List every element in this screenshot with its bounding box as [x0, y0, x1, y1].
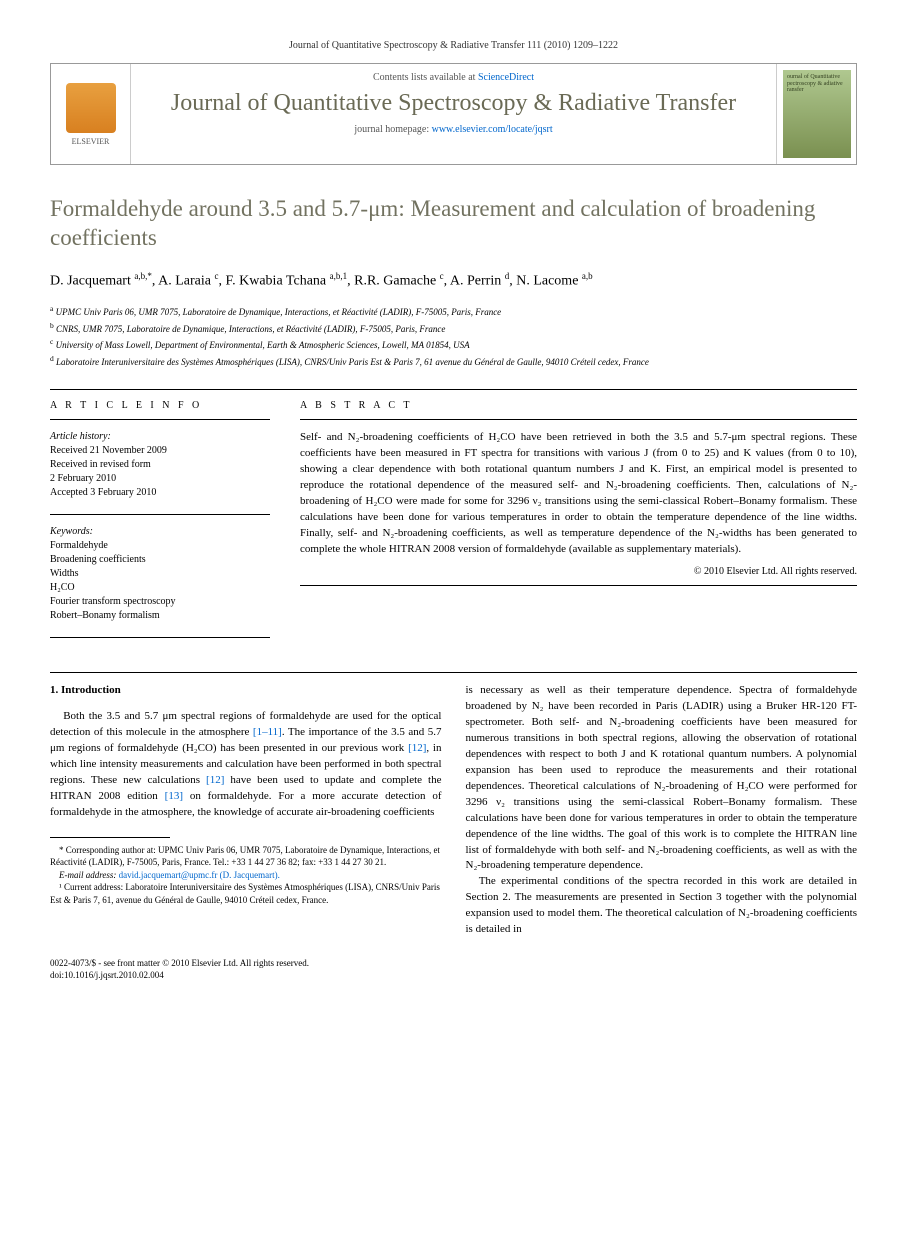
keyword-0: Formaldehyde [50, 539, 270, 553]
ref-12b[interactable]: [12] [206, 774, 224, 786]
homepage-prefix: journal homepage: [354, 124, 431, 135]
keyword-5: Robert–Bonamy formalism [50, 609, 270, 623]
abstract-copyright: © 2010 Elsevier Ltd. All rights reserved… [300, 566, 857, 577]
elsevier-label: ELSEVIER [72, 137, 110, 146]
intro-paragraph-3: The experimental conditions of the spect… [466, 874, 858, 938]
abstract-divider-2 [300, 585, 857, 586]
article-info-heading: A R T I C L E I N F O [50, 400, 270, 411]
keyword-4: Fourier transform spectroscopy [50, 595, 270, 609]
affiliations: a UPMC Univ Paris 06, UMR 7075, Laborato… [50, 303, 857, 369]
article-title: Formaldehyde around 3.5 and 5.7-μm: Meas… [50, 195, 857, 253]
history-label: Article history: [50, 430, 270, 444]
column-left: 1. Introduction Both the 3.5 and 5.7 μm … [50, 683, 442, 938]
abstract-divider [300, 419, 857, 420]
doi-line: doi:10.1016/j.jqsrt.2010.02.004 [50, 970, 857, 982]
footnote-1: ¹ Current address: Laboratoire Interuniv… [50, 881, 442, 906]
authors-line: D. Jacquemart a,b,*, A. Laraia c, F. Kwa… [50, 271, 857, 290]
front-matter: 0022-4073/$ - see front matter © 2010 El… [50, 958, 857, 970]
abstract: A B S T R A C T Self- and N₂-broadening … [300, 400, 857, 648]
keywords-label: Keywords: [50, 525, 270, 539]
homepage-line: journal homepage: www.elsevier.com/locat… [141, 124, 766, 135]
keywords-block: Keywords: Formaldehyde Broadening coeffi… [50, 525, 270, 623]
sciencedirect-link[interactable]: ScienceDirect [478, 72, 534, 83]
ref-12a[interactable]: [12] [408, 742, 426, 754]
footnotes-divider [50, 837, 170, 838]
abstract-heading: A B S T R A C T [300, 400, 857, 411]
affiliation-d: d Laboratoire Interuniversitaire des Sys… [50, 353, 857, 370]
bottom-info: 0022-4073/$ - see front matter © 2010 El… [50, 958, 857, 981]
body-columns: 1. Introduction Both the 3.5 and 5.7 μm … [50, 683, 857, 938]
history-1: Received in revised form [50, 458, 270, 472]
abstract-text: Self- and N₂-broadening coefficients of … [300, 430, 857, 558]
history-3: Accepted 3 February 2010 [50, 486, 270, 500]
email-line: E-mail address: david.jacquemart@upmc.fr… [50, 869, 442, 882]
contents-line: Contents lists available at ScienceDirec… [141, 72, 766, 83]
email-link[interactable]: david.jacquemart@upmc.fr (D. Jacquemart)… [119, 870, 280, 880]
info-divider-3 [50, 637, 270, 638]
journal-header: ELSEVIER Contents lists available at Sci… [50, 63, 857, 165]
footnotes: * Corresponding author at: UPMC Univ Par… [50, 844, 442, 907]
section-1-heading: 1. Introduction [50, 683, 442, 699]
header-center: Contents lists available at ScienceDirec… [131, 64, 776, 164]
history-0: Received 21 November 2009 [50, 444, 270, 458]
info-abstract-row: A R T I C L E I N F O Article history: R… [50, 400, 857, 648]
keyword-2: Widths [50, 567, 270, 581]
info-divider-2 [50, 514, 270, 515]
ref-1-11[interactable]: [1–11] [253, 726, 282, 738]
affiliation-a: a UPMC Univ Paris 06, UMR 7075, Laborato… [50, 303, 857, 320]
contents-prefix: Contents lists available at [373, 72, 478, 83]
keyword-3: H₂CO [50, 581, 270, 595]
info-divider [50, 419, 270, 420]
keyword-1: Broadening coefficients [50, 553, 270, 567]
elsevier-tree-icon [66, 83, 116, 133]
article-info: A R T I C L E I N F O Article history: R… [50, 400, 270, 648]
intro-paragraph-1: Both the 3.5 and 5.7 μm spectral regions… [50, 709, 442, 821]
page-citation: Journal of Quantitative Spectroscopy & R… [50, 40, 857, 51]
divider [50, 389, 857, 390]
history-2: 2 February 2010 [50, 472, 270, 486]
ref-13[interactable]: [13] [165, 790, 183, 802]
body-divider [50, 672, 857, 673]
journal-cover: ournal of Quantitative pectroscopy & adi… [776, 64, 856, 164]
cover-thumbnail: ournal of Quantitative pectroscopy & adi… [783, 70, 851, 158]
intro-paragraph-2: is necessary as well as their temperatur… [466, 683, 858, 874]
journal-name: Journal of Quantitative Spectroscopy & R… [141, 89, 766, 118]
column-right: is necessary as well as their temperatur… [466, 683, 858, 938]
affiliation-c: c University of Mass Lowell, Department … [50, 336, 857, 353]
elsevier-logo: ELSEVIER [51, 64, 131, 164]
article-history: Article history: Received 21 November 20… [50, 430, 270, 500]
affiliation-b: b CNRS, UMR 7075, Laboratoire de Dynamiq… [50, 320, 857, 337]
corresponding-author: * Corresponding author at: UPMC Univ Par… [50, 844, 442, 869]
homepage-link[interactable]: www.elsevier.com/locate/jqsrt [432, 124, 553, 135]
